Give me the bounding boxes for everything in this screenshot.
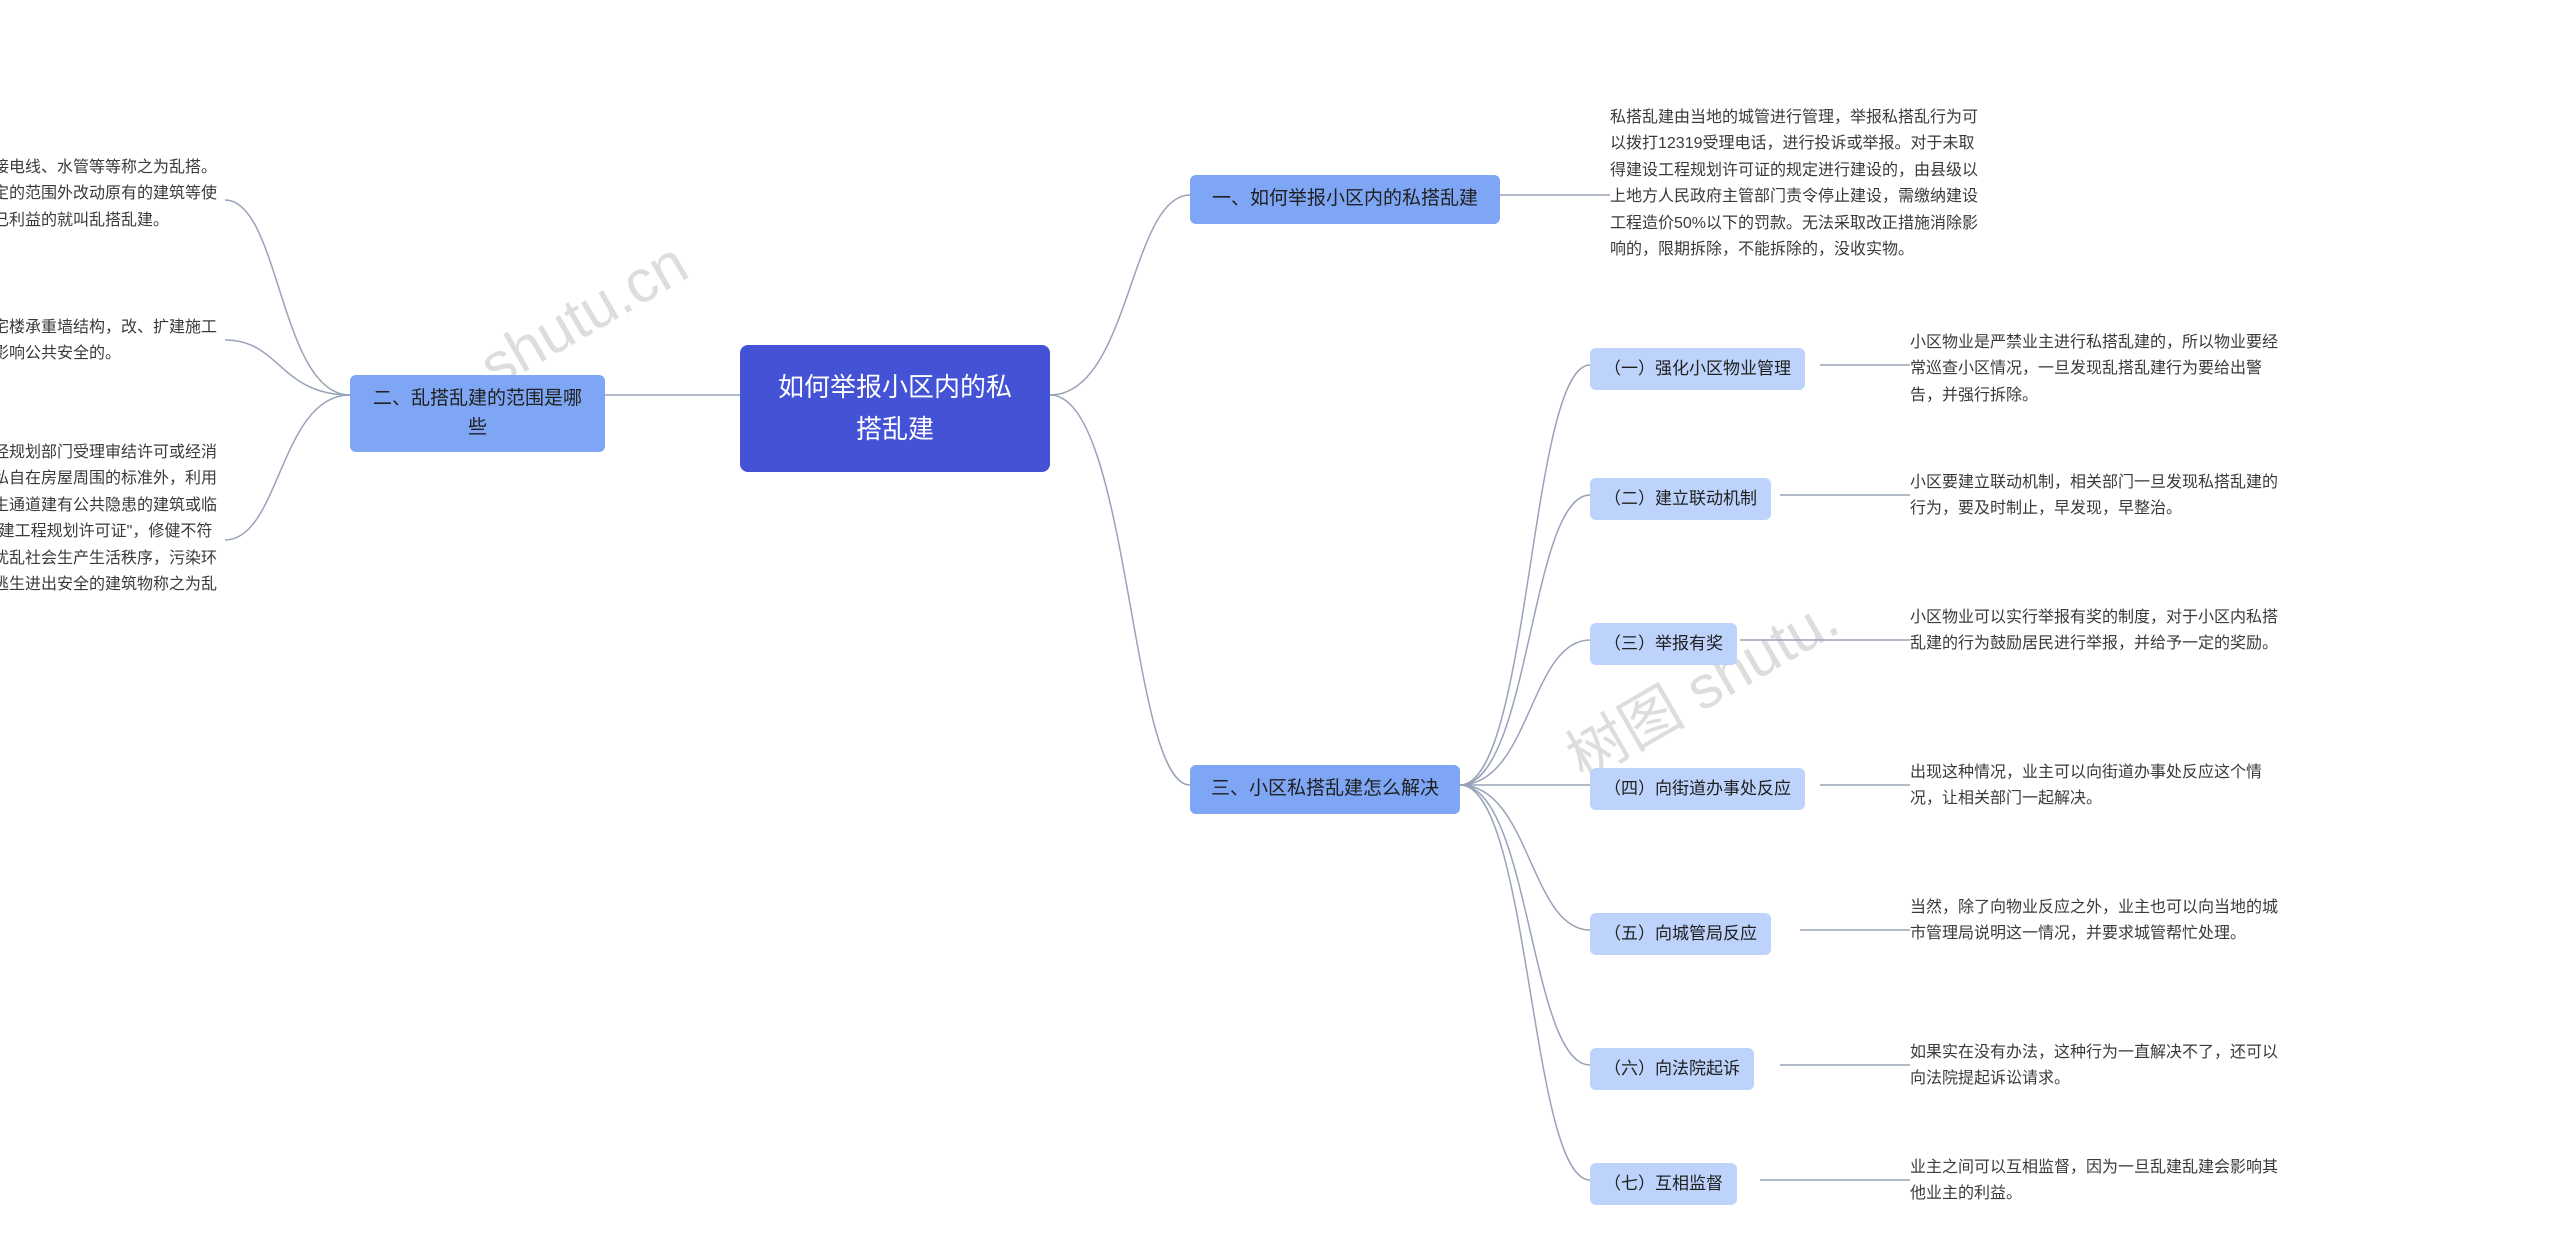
branch-1[interactable]: 一、如何举报小区内的私搭乱建 xyxy=(1190,175,1500,224)
sub-3-4-label: （四）向街道办事处反应 xyxy=(1604,779,1791,798)
sub-3-2[interactable]: （二）建立联动机制 xyxy=(1590,478,1771,520)
sub-3-5[interactable]: （五）向城管局反应 xyxy=(1590,913,1771,955)
watermark-2: 树图 shutu. xyxy=(1548,571,1851,796)
sub-3-7[interactable]: （七）互相监督 xyxy=(1590,1163,1737,1205)
root-label: 如何举报小区内的私搭乱建 xyxy=(778,372,1012,444)
branch-3-label: 三、小区私搭乱建怎么解决 xyxy=(1211,778,1439,799)
sub-3-6-leaf: 如果实在没有办法，这种行为一直解决不了，还可以向法院提起诉讼请求。 xyxy=(1910,1040,2280,1093)
sub-3-3-label: （三）举报有奖 xyxy=(1604,634,1723,653)
branch-2-leaf-1: 不经过申请就私自接电线、水管等等称之为乱搭。结合起来就是在规定的范围外改动原有的… xyxy=(0,155,225,234)
branch-2-label: 二、乱搭乱建的范围是哪些 xyxy=(373,388,582,438)
branch-1-leaf: 私搭乱建由当地的城管进行管理，举报私搭乱行为可以拨打12319受理电话，进行投诉… xyxy=(1610,105,1980,263)
sub-3-2-label: （二）建立联动机制 xyxy=(1604,489,1757,508)
sub-3-4-leaf: 出现这种情况，业主可以向街道办事处反应这个情况，让相关部门一起解决。 xyxy=(1910,760,2280,813)
sub-3-3-leaf: 小区物业可以实行举报有奖的制度，对于小区内私搭乱建的行为鼓励居民进行举报，并给予… xyxy=(1910,605,2280,658)
sub-3-7-leaf: 业主之间可以互相监督，因为一旦乱建乱建会影响其他业主的利益。 xyxy=(1910,1155,2280,1208)
sub-3-1-leaf: 小区物业是严禁业主进行私搭乱建的，所以物业要经常巡查小区情况，一旦发现乱搭乱建行… xyxy=(1910,330,2280,409)
sub-3-6[interactable]: （六）向法院起诉 xyxy=(1590,1048,1754,1090)
branch-1-label: 一、如何举报小区内的私搭乱建 xyxy=(1212,188,1478,209)
branch-2[interactable]: 二、乱搭乱建的范围是哪些 xyxy=(350,375,605,452)
branch-3[interactable]: 三、小区私搭乱建怎么解决 xyxy=(1190,765,1460,814)
branch-2-leaf-3: 在居住密集区，未经规划部门受理审结许可或经消防部门鉴定评审，私自在房屋周围的标准… xyxy=(0,440,225,625)
sub-3-4[interactable]: （四）向街道办事处反应 xyxy=(1590,768,1805,810)
sub-3-1-label: （一）强化小区物业管理 xyxy=(1604,359,1791,378)
sub-3-5-leaf: 当然，除了向物业反应之外，业主也可以向当地的城市管理局说明这一情况，并要求城管帮… xyxy=(1910,895,2280,948)
branch-2-leaf-2: 列如：私自破坏住宅楼承重墙结构，改、扩建施工损毁住宅楼基础，影响公共安全的。 xyxy=(0,315,225,368)
mindmap-canvas: shutu.cn 树图 shutu. 如何举报小区内的私搭乱建 xyxy=(0,0,2560,1259)
sub-3-6-label: （六）向法院起诉 xyxy=(1604,1059,1740,1078)
root-node[interactable]: 如何举报小区内的私搭乱建 xyxy=(740,345,1050,472)
sub-3-7-label: （七）互相监督 xyxy=(1604,1174,1723,1193)
sub-3-2-leaf: 小区要建立联动机制，相关部门一旦发现私搭乱建的行为，要及时制止，早发现，早整治。 xyxy=(1910,470,2280,523)
sub-3-1[interactable]: （一）强化小区物业管理 xyxy=(1590,348,1805,390)
sub-3-5-label: （五）向城管局反应 xyxy=(1604,924,1757,943)
sub-3-3[interactable]: （三）举报有奖 xyxy=(1590,623,1737,665)
